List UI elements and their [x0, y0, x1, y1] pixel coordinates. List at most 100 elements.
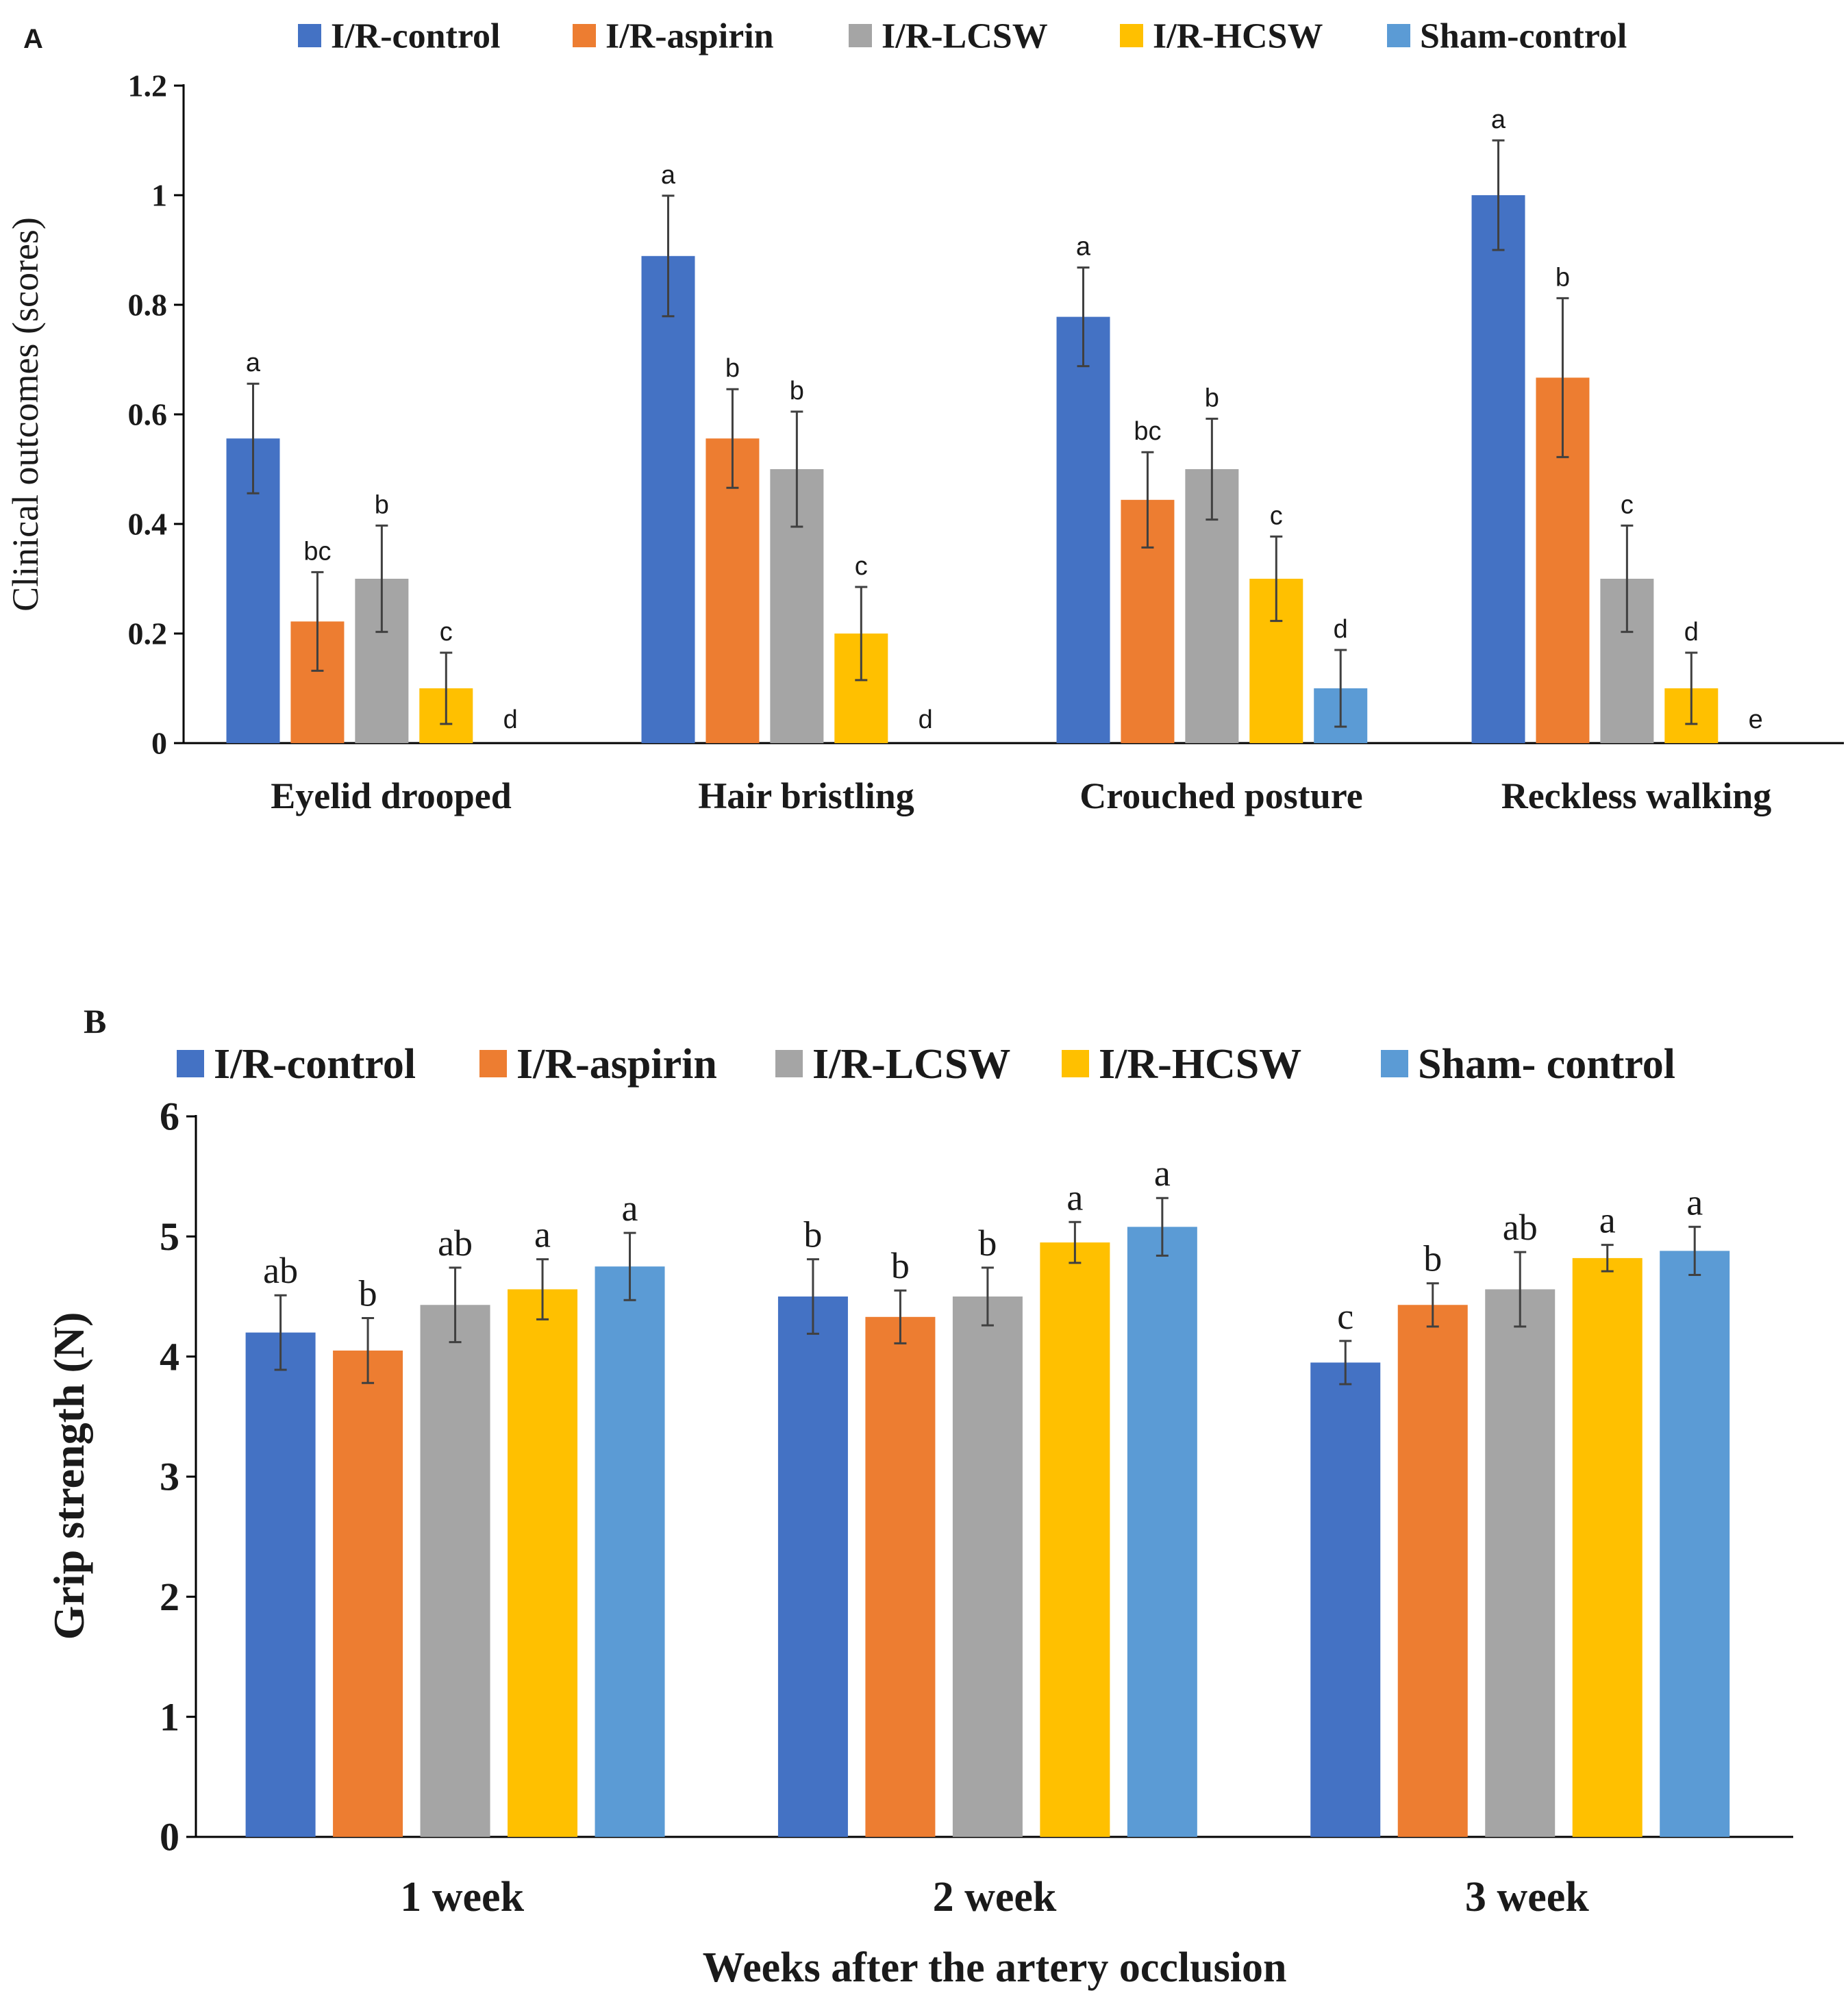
y-tick-label: 3: [160, 1455, 179, 1499]
y-tick-label: 1.2: [128, 68, 168, 103]
bar: [706, 438, 760, 743]
x-category-label: Hair bristling: [698, 775, 914, 816]
bar: [1485, 1289, 1556, 1837]
bar: [952, 1297, 1023, 1837]
significance-letter: a: [1154, 1153, 1171, 1194]
y-axis-label: Clinical outcomes (scores): [5, 217, 46, 612]
significance-letter: a: [1491, 105, 1506, 134]
significance-letter: b: [725, 354, 740, 383]
legend-label: I/R-aspirin: [516, 1041, 717, 1088]
bar: [508, 1289, 578, 1837]
bar: [1040, 1242, 1110, 1837]
legend-label: I/R-HCSW: [1099, 1041, 1301, 1088]
significance-letter: b: [891, 1245, 910, 1286]
panel-label: B: [84, 1002, 106, 1040]
significance-letter: c: [440, 618, 453, 647]
significance-letter: b: [1205, 384, 1219, 412]
significance-letter: a: [1066, 1177, 1083, 1218]
significance-letter: d: [503, 705, 518, 734]
panel-b-chart: B I/R-control I/R-aspirin I/R-LCSW I/R-HCSW S…: [45, 1002, 1793, 1991]
significance-letter: a: [534, 1214, 551, 1255]
legend-swatch: [1381, 1050, 1408, 1077]
x-axis-label: Weeks after the artery occlusion: [703, 1944, 1287, 1991]
legend-swatch: [1062, 1050, 1089, 1077]
y-axis-label: Grip strength (N): [45, 1312, 93, 1640]
y-tick-label: 0.2: [128, 616, 168, 651]
significance-letter: ab: [263, 1250, 298, 1291]
significance-letter: a: [1076, 233, 1091, 262]
x-category-label: 3 week: [1465, 1874, 1589, 1920]
significance-letter: b: [359, 1273, 377, 1314]
bar: [1127, 1227, 1197, 1837]
significance-letter: a: [661, 161, 676, 190]
y-tick-label: 1: [151, 178, 167, 213]
legend-swatch: [177, 1050, 204, 1077]
y-tick-label: 0: [160, 1815, 179, 1859]
significance-letter: d: [1334, 615, 1348, 644]
legend-label: Sham-control: [1420, 17, 1627, 56]
y-tick-label: 6: [160, 1094, 179, 1139]
legend-swatch: [775, 1050, 803, 1077]
y-tick-label: 4: [160, 1334, 179, 1379]
legend-swatch: [1387, 24, 1410, 47]
legend-label: I/R-LCSW: [882, 17, 1048, 56]
bar: [1056, 316, 1110, 744]
bar: [1572, 1257, 1643, 1837]
legend-swatch: [479, 1050, 507, 1077]
significance-letter: b: [1556, 263, 1570, 292]
x-category-label: 2 week: [933, 1874, 1057, 1920]
bar: [1660, 1251, 1730, 1837]
significance-letter: a: [1686, 1181, 1703, 1223]
significance-letter: bc: [303, 537, 331, 566]
significance-letter: b: [1423, 1238, 1442, 1279]
significance-letter: d: [1684, 618, 1699, 647]
x-category-label: Eyelid drooped: [271, 775, 512, 816]
x-category-label: 1 week: [400, 1874, 524, 1920]
bar: [865, 1316, 936, 1837]
significance-letter: a: [1599, 1200, 1616, 1241]
bar: [1471, 195, 1525, 743]
bar: [245, 1332, 316, 1837]
significance-letter: a: [246, 349, 261, 377]
bar: [1310, 1362, 1381, 1837]
x-category-label: Reckless walking: [1501, 775, 1772, 816]
bar: [1397, 1305, 1468, 1837]
significance-letter: d: [919, 705, 933, 734]
legend-label: I/R-aspirin: [605, 17, 774, 56]
significance-letter: ab: [438, 1223, 473, 1264]
legend-label: I/R-LCSW: [812, 1041, 1010, 1088]
legend-swatch: [573, 24, 596, 47]
panel-label: A: [23, 24, 43, 54]
significance-letter: c: [855, 552, 868, 581]
y-tick-label: 0.8: [128, 288, 168, 323]
legend-label: Sham- control: [1418, 1041, 1675, 1088]
significance-letter: bc: [1134, 417, 1161, 446]
bar: [777, 1297, 848, 1837]
y-tick-label: 0.6: [128, 397, 168, 432]
significance-letter: c: [1337, 1296, 1353, 1337]
y-tick-label: 1: [160, 1694, 179, 1739]
bar: [333, 1350, 403, 1837]
legend-swatch: [298, 24, 321, 47]
legend-label: I/R-HCSW: [1153, 17, 1323, 56]
bar: [641, 255, 695, 743]
significance-letter: e: [1749, 705, 1763, 734]
y-tick-label: 0.4: [128, 507, 168, 542]
y-tick-label: 0: [151, 726, 167, 761]
legend-swatch: [1120, 24, 1143, 47]
legend-swatch: [849, 24, 872, 47]
significance-letter: b: [978, 1223, 997, 1264]
significance-letter: b: [803, 1214, 822, 1255]
x-category-label: Crouched posture: [1079, 775, 1363, 816]
significance-letter: c: [1270, 501, 1283, 530]
legend-label: I/R-control: [214, 1041, 416, 1088]
significance-letter: a: [622, 1188, 638, 1229]
significance-letter: c: [1621, 490, 1634, 519]
significance-letter: ab: [1503, 1207, 1538, 1248]
panel-a-chart: A I/R-control I/R-aspirin I/R-LCSW I/R-HCSW S…: [5, 17, 1844, 816]
y-tick-label: 2: [160, 1575, 179, 1619]
bar: [595, 1266, 665, 1837]
significance-letter: b: [790, 377, 804, 405]
legend-label: I/R-control: [331, 17, 500, 56]
